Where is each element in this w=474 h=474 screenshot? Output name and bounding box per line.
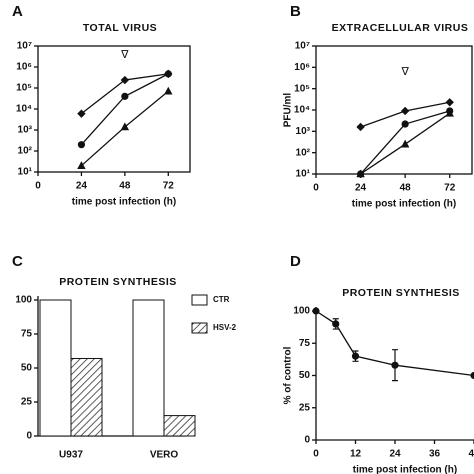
legend-label: CTR	[213, 295, 230, 304]
x-tick-label: 12	[350, 449, 362, 460]
x-tick-label: 0	[35, 181, 41, 192]
x-axis-label: time post infection (h)	[72, 197, 176, 208]
marker	[120, 75, 130, 85]
x-tick-label: 48	[468, 449, 474, 460]
y-tick-label: 10⁴	[294, 105, 310, 116]
bar	[163, 415, 196, 437]
marker	[391, 361, 399, 369]
panel-letter: B	[290, 3, 301, 20]
marker	[356, 169, 365, 178]
panel-title: TOTAL VIRUS	[83, 22, 157, 34]
y-tick-label: 0	[304, 435, 310, 446]
bar	[39, 299, 72, 437]
y-tick-label: 25	[299, 402, 311, 413]
x-axis-label: time post infection (h)	[352, 199, 456, 210]
y-tick-label: 50	[21, 363, 33, 374]
series-line	[80, 73, 169, 146]
x-tick-label: 72	[163, 181, 175, 192]
y-tick-label: 10³	[296, 126, 311, 137]
legend-label: HSV-2	[213, 323, 237, 332]
y-tick-label: 10⁵	[16, 83, 32, 94]
y-tick-label: 100	[293, 306, 310, 317]
x-tick-label: 48	[119, 181, 131, 192]
legend-swatch	[191, 294, 208, 306]
x-tick-label: 24	[76, 181, 88, 192]
panel-letter: A	[12, 3, 23, 20]
marker	[77, 161, 86, 169]
x-axis-label: time post infection (h)	[353, 465, 457, 474]
marker	[400, 139, 410, 148]
x-tick-label: 36	[429, 449, 441, 460]
y-axis-label: PFU/ml	[283, 93, 294, 128]
y-tick-label: 25	[21, 397, 33, 408]
x-tick-label: U937	[59, 450, 83, 461]
x-tick-label: 72	[444, 183, 456, 194]
y-tick-label: 50	[299, 370, 311, 381]
marker	[400, 106, 410, 116]
y-axis-label: % of control	[283, 346, 294, 404]
marker	[445, 108, 454, 117]
marker	[445, 98, 454, 107]
annotation: ∇	[400, 66, 409, 78]
y-tick-label: 75	[299, 338, 311, 349]
y-tick-label: 10²	[18, 146, 33, 157]
marker	[164, 70, 172, 78]
y-tick-label: 100	[15, 295, 32, 306]
y-tick-label: 10¹	[18, 167, 33, 178]
y-tick-label: 10¹	[296, 169, 311, 180]
x-tick-label: 0	[313, 183, 319, 194]
y-tick-label: 10⁶	[294, 62, 310, 73]
marker	[356, 122, 365, 132]
marker	[312, 307, 320, 315]
marker	[470, 371, 474, 380]
panel-title: EXTRACELLULAR VIRUS	[332, 22, 469, 34]
marker	[77, 109, 86, 118]
y-tick-label: 10²	[296, 147, 311, 158]
legend-swatch	[191, 322, 208, 334]
panel-title: PROTEIN SYNTHESIS	[59, 276, 177, 288]
y-tick-label: 10³	[18, 125, 33, 136]
y-tick-label: 10⁷	[295, 41, 310, 52]
y-tick-label: 10⁷	[17, 41, 32, 52]
panel-title: PROTEIN SYNTHESIS	[342, 287, 460, 299]
marker	[332, 320, 340, 328]
annotation: ∇	[120, 49, 129, 61]
panel-letter: D	[290, 253, 301, 270]
marker	[120, 122, 130, 131]
x-tick-label: 0	[313, 449, 319, 460]
x-tick-label: 48	[400, 183, 412, 194]
marker	[164, 86, 173, 95]
bar	[70, 357, 103, 437]
panel-letter: C	[12, 253, 23, 270]
bar	[132, 299, 165, 437]
y-tick-label: 10⁶	[16, 62, 32, 73]
marker	[351, 352, 360, 360]
marker	[121, 92, 129, 100]
x-tick-label: 24	[389, 449, 401, 460]
y-tick-label: 10⁴	[16, 104, 32, 115]
y-tick-label: 0	[26, 431, 32, 442]
y-tick-label: 10⁵	[294, 83, 310, 94]
x-tick-label: 24	[355, 183, 367, 194]
marker	[401, 120, 409, 128]
y-tick-label: 75	[21, 329, 33, 340]
marker	[77, 141, 86, 149]
x-tick-label: VERO	[150, 450, 179, 461]
